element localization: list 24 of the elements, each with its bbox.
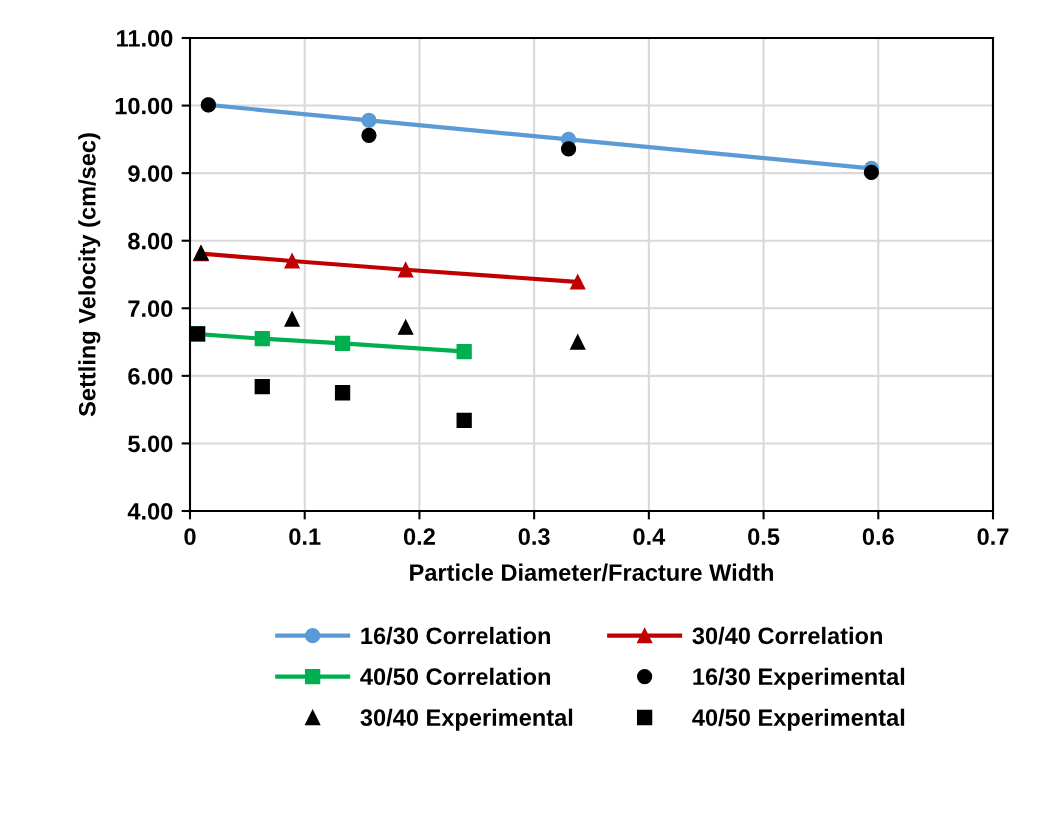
y-tick-label: 8.00: [128, 232, 173, 250]
legend-label: 40/50 Experimental: [692, 708, 905, 731]
legend-label: 30/40 Experimental: [360, 708, 573, 731]
x-tick-label: 0.1: [289, 528, 321, 546]
x-tick-label: 0.5: [748, 528, 780, 546]
legend-label: 16/30 Correlation: [361, 626, 550, 645]
x-tick-label: 0.3: [518, 528, 550, 546]
x-tick-label: 0: [184, 528, 196, 546]
y-tick-label: 6.00: [128, 367, 173, 385]
x-tick-label: 0.6: [862, 528, 894, 546]
y-tick-label: 11.00: [117, 30, 173, 47]
y-tick-label: 7.00: [128, 300, 173, 318]
y-axis-title: Settling Velocity (cm/sec): [78, 133, 101, 417]
legend-label: 40/50 Correlation: [360, 667, 550, 686]
y-tick-label: 5.00: [128, 435, 173, 453]
x-axis-title: Particle Diameter/Fracture Width: [410, 563, 773, 582]
x-tick-label: 0.7: [977, 528, 1009, 546]
legend-label: 16/30 Experimental: [693, 667, 905, 690]
x-tick-label: 0.4: [633, 528, 666, 546]
y-tick-label: 9.00: [128, 165, 173, 182]
y-tick-label: 4.00: [127, 503, 173, 520]
legend-label: 30/40 Correlation: [692, 626, 882, 645]
x-tick-label: 0.2: [403, 528, 435, 546]
y-tick-label: 10.00: [115, 97, 173, 115]
